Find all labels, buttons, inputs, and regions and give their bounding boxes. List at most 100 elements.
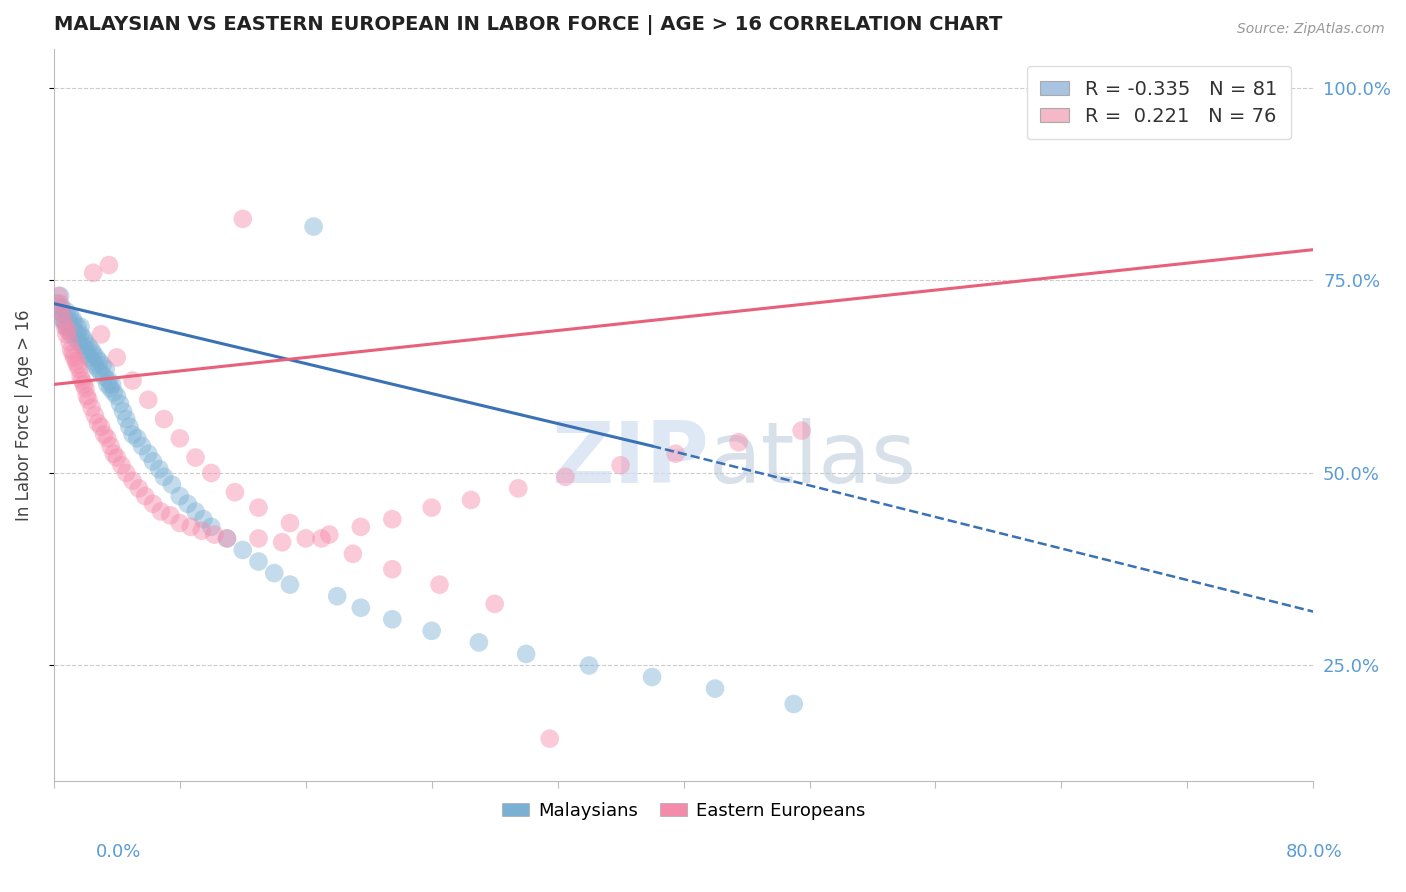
Point	[381, 512, 404, 526]
Point	[82, 346, 104, 360]
Point	[578, 658, 600, 673]
Point	[70, 374, 93, 388]
Point	[247, 532, 270, 546]
Point	[56, 312, 79, 326]
Point	[215, 532, 238, 546]
Point	[52, 308, 75, 322]
Point	[429, 577, 451, 591]
Point	[508, 482, 530, 496]
Point	[224, 485, 246, 500]
Point	[90, 419, 112, 434]
Point	[73, 377, 96, 392]
Point	[100, 439, 122, 453]
Point	[176, 497, 198, 511]
Y-axis label: In Labor Force | Age > 16: In Labor Force | Age > 16	[15, 310, 32, 521]
Point	[75, 381, 97, 395]
Point	[118, 419, 141, 434]
Point	[53, 319, 76, 334]
Point	[53, 316, 76, 330]
Point	[73, 331, 96, 345]
Point	[63, 324, 86, 338]
Point	[554, 470, 576, 484]
Point	[191, 524, 214, 538]
Point	[51, 312, 73, 326]
Point	[232, 211, 254, 226]
Point	[200, 466, 222, 480]
Point	[159, 508, 181, 523]
Text: MALAYSIAN VS EASTERN EUROPEAN IN LABOR FORCE | AGE > 16 CORRELATION CHART: MALAYSIAN VS EASTERN EUROPEAN IN LABOR F…	[53, 15, 1002, 35]
Point	[294, 532, 316, 546]
Point	[148, 462, 170, 476]
Point	[342, 547, 364, 561]
Point	[82, 354, 104, 368]
Point	[100, 381, 122, 395]
Point	[727, 435, 749, 450]
Point	[103, 447, 125, 461]
Point	[67, 362, 90, 376]
Point	[58, 334, 80, 349]
Point	[200, 520, 222, 534]
Point	[783, 697, 806, 711]
Point	[51, 304, 73, 318]
Point	[538, 731, 561, 746]
Point	[69, 369, 91, 384]
Point	[318, 527, 340, 541]
Point	[263, 566, 285, 580]
Point	[96, 431, 118, 445]
Point	[62, 346, 84, 360]
Point	[232, 543, 254, 558]
Point	[247, 555, 270, 569]
Point	[121, 374, 143, 388]
Point	[247, 500, 270, 515]
Point	[83, 408, 105, 422]
Point	[66, 358, 89, 372]
Point	[381, 612, 404, 626]
Point	[103, 385, 125, 400]
Point	[153, 470, 176, 484]
Point	[142, 497, 165, 511]
Text: 0.0%: 0.0%	[96, 843, 141, 861]
Point	[641, 670, 664, 684]
Point	[468, 635, 491, 649]
Point	[97, 258, 120, 272]
Point	[63, 351, 86, 365]
Point	[381, 562, 404, 576]
Text: atlas: atlas	[709, 417, 917, 500]
Point	[101, 377, 124, 392]
Point	[278, 516, 301, 530]
Point	[77, 339, 100, 353]
Point	[97, 374, 120, 388]
Point	[77, 392, 100, 407]
Point	[169, 516, 191, 530]
Point	[62, 312, 84, 326]
Point	[271, 535, 294, 549]
Point	[55, 327, 77, 342]
Point	[96, 377, 118, 392]
Point	[69, 319, 91, 334]
Point	[311, 532, 333, 546]
Point	[49, 289, 72, 303]
Point	[184, 504, 207, 518]
Point	[76, 389, 98, 403]
Point	[278, 577, 301, 591]
Text: ZIP: ZIP	[551, 417, 709, 500]
Point	[75, 334, 97, 349]
Text: 80.0%: 80.0%	[1286, 843, 1343, 861]
Text: Source: ZipAtlas.com: Source: ZipAtlas.com	[1237, 22, 1385, 37]
Point	[80, 401, 103, 415]
Point	[90, 366, 112, 380]
Point	[665, 447, 688, 461]
Point	[169, 431, 191, 445]
Point	[63, 316, 86, 330]
Point	[58, 316, 80, 330]
Point	[56, 324, 79, 338]
Point	[60, 343, 83, 357]
Point	[180, 520, 202, 534]
Point	[115, 412, 138, 426]
Point	[460, 492, 482, 507]
Point	[46, 296, 69, 310]
Point	[515, 647, 537, 661]
Point	[48, 304, 70, 318]
Point	[60, 327, 83, 342]
Point	[82, 266, 104, 280]
